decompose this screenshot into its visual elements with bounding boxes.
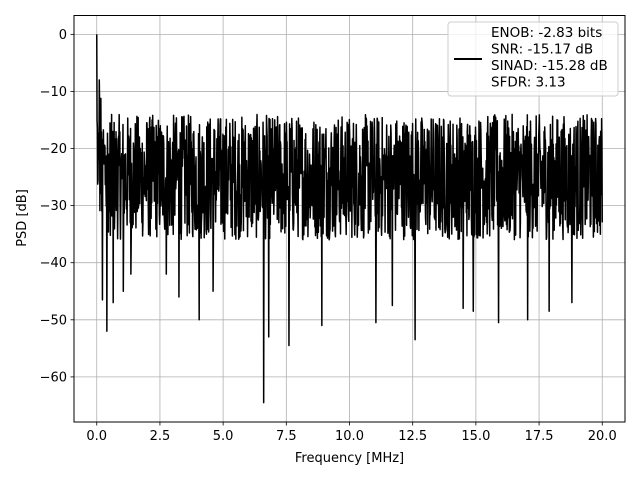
x-tick-label: 10.0	[335, 429, 364, 444]
y-tick-label: −40	[40, 256, 67, 271]
legend-box	[447, 21, 619, 97]
x-tick-label: 20.0	[588, 429, 617, 444]
y-tick-label: −50	[40, 313, 67, 328]
legend-line: SINAD: -15.28 dB	[491, 58, 608, 74]
y-axis-label: PSD [dB]	[15, 189, 30, 247]
legend-line: SNR: -15.17 dB	[491, 42, 593, 58]
psd-series-line	[96, 34, 603, 404]
x-tick-label: 12.5	[398, 429, 427, 444]
legend-entry: ENOB: -2.83 bits SNR: -15.17 dB SINAD: -15…	[491, 25, 608, 91]
legend-line: ENOB: -2.83 bits	[491, 25, 602, 41]
y-tick-label: 0	[59, 28, 67, 43]
legend: ENOB: -2.83 bits SNR: -15.17 dB SINAD: -15…	[447, 21, 619, 97]
x-tick-label: 5.0	[213, 429, 234, 444]
ticks: 0.0 2.5 5.0 7.5 10.0 12.5 15.0 17.5 20.0 0 −10 −20 −…	[40, 28, 617, 444]
x-tick-label: 17.5	[525, 429, 554, 444]
series-layer	[96, 34, 603, 404]
x-axis-label: Frequency [MHz]	[295, 451, 404, 466]
y-tick-label: −30	[40, 199, 67, 214]
y-tick-label: −60	[40, 370, 67, 385]
x-tick-label: 0.0	[86, 429, 107, 444]
y-tick-label: −20	[40, 142, 67, 157]
legend-line: SFDR: 3.13	[491, 75, 566, 91]
x-tick-label: 2.5	[150, 429, 171, 444]
x-tick-label: 15.0	[461, 429, 490, 444]
y-tick-label: −10	[40, 85, 67, 100]
x-tick-label: 7.5	[276, 429, 297, 444]
